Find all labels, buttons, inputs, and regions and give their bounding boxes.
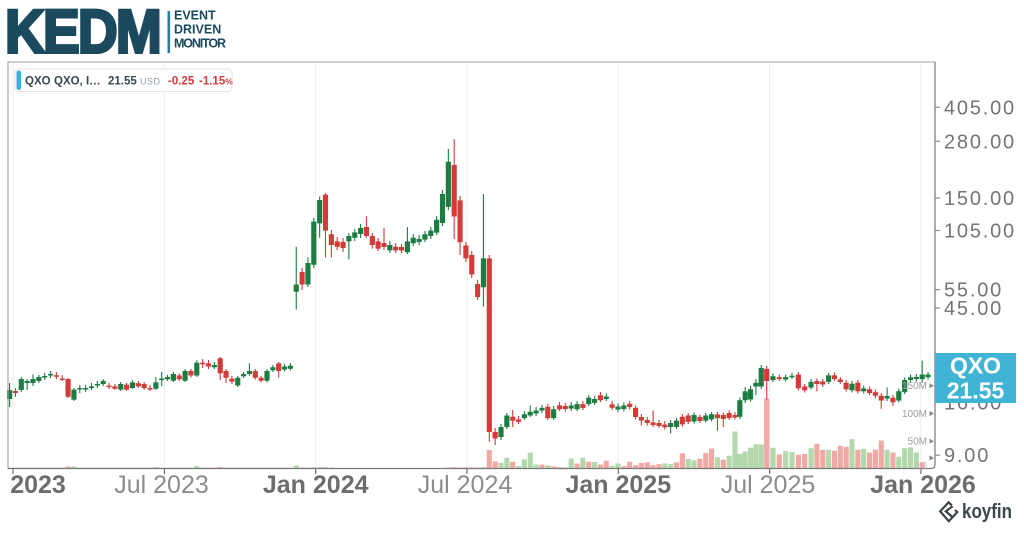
svg-text:45.00: 45.00	[944, 298, 1003, 320]
svg-text:150M: 150M	[902, 381, 927, 392]
svg-text:DRIVEN: DRIVEN	[174, 23, 221, 37]
svg-text:405.00: 405.00	[944, 97, 1016, 119]
svg-text:MONITOR: MONITOR	[174, 37, 226, 51]
svg-text:QXO, I…: QXO, I…	[54, 76, 101, 88]
svg-text:9.00: 9.00	[944, 445, 990, 467]
svg-text:Jul 2024: Jul 2024	[418, 471, 513, 499]
svg-text:Jan 2026: Jan 2026	[870, 471, 976, 499]
svg-text:2023: 2023	[10, 471, 66, 499]
svg-text:55.00: 55.00	[944, 280, 1003, 302]
svg-text:150.00: 150.00	[944, 188, 1016, 210]
svg-text:21.55: 21.55	[108, 76, 137, 88]
svg-text:Jul 2023: Jul 2023	[114, 471, 209, 499]
svg-text:100M: 100M	[902, 409, 927, 420]
svg-text:Jul 2025: Jul 2025	[721, 471, 816, 499]
svg-text:USD: USD	[140, 77, 161, 87]
svg-text:0.0: 0.0	[914, 460, 927, 470]
svg-text:koyfin: koyfin	[962, 500, 1012, 523]
svg-text:-0.25: -0.25	[168, 76, 195, 88]
svg-text:EVENT: EVENT	[174, 9, 216, 23]
svg-text:QXO: QXO	[25, 76, 51, 88]
svg-text:21.55: 21.55	[947, 378, 1005, 404]
svg-text:KEDM: KEDM	[5, 0, 160, 66]
svg-text:50M: 50M	[908, 437, 927, 448]
svg-text:105.00: 105.00	[944, 221, 1016, 243]
svg-text:QXO: QXO	[950, 353, 1001, 379]
svg-text:Jan 2024: Jan 2024	[263, 471, 369, 499]
svg-text:280.00: 280.00	[944, 131, 1016, 153]
svg-text:-1.15%: -1.15%	[199, 76, 233, 88]
svg-text:Jan 2025: Jan 2025	[565, 471, 671, 499]
